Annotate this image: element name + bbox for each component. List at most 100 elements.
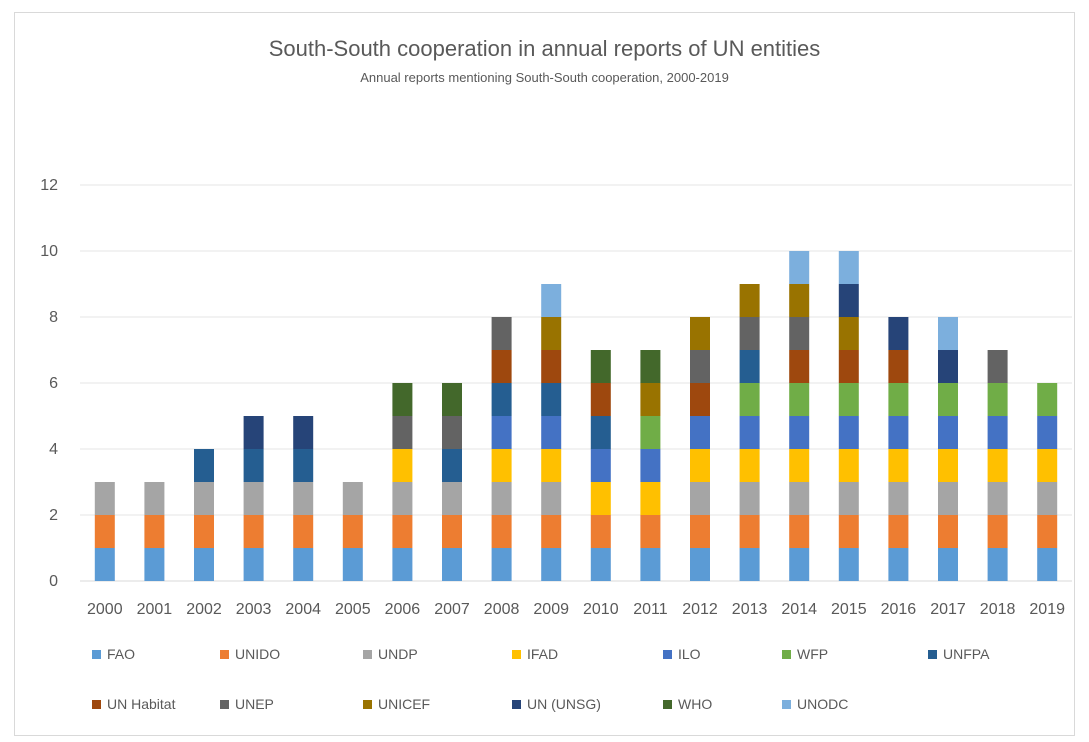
bar-segment [938, 515, 958, 548]
bar-segment [739, 317, 760, 350]
bar-segment [888, 317, 909, 350]
bar-segment [838, 482, 859, 515]
bar-segment [491, 515, 512, 548]
bar-segment [690, 317, 710, 350]
bar-segment [590, 350, 611, 383]
bar-segment [541, 350, 562, 383]
y-tick-label: 4 [49, 441, 58, 458]
bar-segment [987, 383, 1008, 416]
bar-segment [888, 548, 909, 581]
bar-segment [1037, 416, 1058, 449]
bar-segment [392, 548, 413, 581]
bar-segment [144, 515, 165, 548]
x-tick-label: 2009 [533, 601, 569, 618]
bar-segment [739, 383, 760, 416]
x-tick-label: 2000 [87, 601, 123, 618]
bar-segment [690, 416, 710, 449]
bar-segment [987, 548, 1008, 581]
bar-segment [888, 416, 909, 449]
bar-segment [293, 548, 314, 581]
bar-segment [194, 548, 214, 581]
bar-segment [690, 548, 710, 581]
bar-segment [938, 482, 958, 515]
bar-segment [590, 449, 611, 482]
bar-segment [838, 251, 859, 284]
bar-segment [392, 482, 413, 515]
bar-segment [541, 482, 562, 515]
bar-segment [888, 383, 909, 416]
bar-segment [541, 548, 562, 581]
bar-segment [541, 449, 562, 482]
bar-segment [243, 449, 264, 482]
bar-segment [888, 350, 909, 383]
x-tick-label: 2016 [881, 601, 917, 618]
bar-segment [987, 482, 1008, 515]
bar-segment [590, 548, 611, 581]
x-tick-label: 2012 [682, 601, 718, 618]
bar-segment [94, 515, 115, 548]
bar-segment [590, 383, 611, 416]
bar-segment [491, 350, 512, 383]
bar-segment [243, 548, 264, 581]
bar-segment [491, 416, 512, 449]
x-tick-label: 2007 [434, 601, 470, 618]
y-tick-label: 8 [49, 309, 58, 326]
bar-segment [739, 515, 760, 548]
bar-segment [888, 482, 909, 515]
bar-segment [491, 383, 512, 416]
bar-segment [442, 383, 462, 416]
bar-segment [392, 449, 413, 482]
x-tick-label: 2015 [831, 601, 867, 618]
bar-segment [938, 383, 958, 416]
chart-subtitle: Annual reports mentioning South-South co… [360, 70, 729, 85]
bar-segment [789, 317, 810, 350]
bar-segment [888, 449, 909, 482]
bar-segment [987, 449, 1008, 482]
bar-segment [392, 416, 413, 449]
x-tick-label: 2008 [484, 601, 520, 618]
x-tick-label: 2001 [137, 601, 173, 618]
bar-segment [541, 317, 562, 350]
bar-segment [342, 548, 363, 581]
bar-segment [1037, 548, 1058, 581]
bar-segment [342, 482, 363, 515]
x-tick-label: 2018 [980, 601, 1016, 618]
bar-segment [739, 284, 760, 317]
bar-segment [690, 350, 710, 383]
bar-segment [838, 548, 859, 581]
bar-segment [194, 515, 214, 548]
bar-segment [789, 482, 810, 515]
bar-segment [392, 383, 413, 416]
x-tick-label: 2010 [583, 601, 619, 618]
x-tick-label: 2002 [186, 601, 222, 618]
bar-segment [1037, 383, 1058, 416]
bar-segment [987, 515, 1008, 548]
bar-segment [838, 515, 859, 548]
bar-segment [838, 383, 859, 416]
bar-segment [690, 449, 710, 482]
bar-segment [293, 449, 314, 482]
bar-segment [789, 449, 810, 482]
bar-segment [640, 482, 661, 515]
bar-segment [789, 284, 810, 317]
bar-segment [243, 515, 264, 548]
bar-segment [640, 515, 661, 548]
bar-segment [1037, 449, 1058, 482]
bar-segment [640, 383, 661, 416]
bar-segment [838, 416, 859, 449]
x-tick-label: 2005 [335, 601, 371, 618]
bar-segment [838, 317, 859, 350]
bar-segment [94, 548, 115, 581]
bar-segment [938, 416, 958, 449]
bar-segment [739, 449, 760, 482]
y-tick-label: 6 [49, 375, 58, 392]
bar-segment [293, 515, 314, 548]
bar-segment [442, 548, 462, 581]
bar-segment [789, 548, 810, 581]
x-tick-label: 2011 [633, 601, 668, 618]
x-tick-label: 2003 [236, 601, 272, 618]
bar-segment [491, 548, 512, 581]
y-tick-label: 2 [49, 507, 58, 524]
chart-title: South-South cooperation in annual report… [268, 36, 821, 61]
bar-segment [243, 416, 264, 449]
